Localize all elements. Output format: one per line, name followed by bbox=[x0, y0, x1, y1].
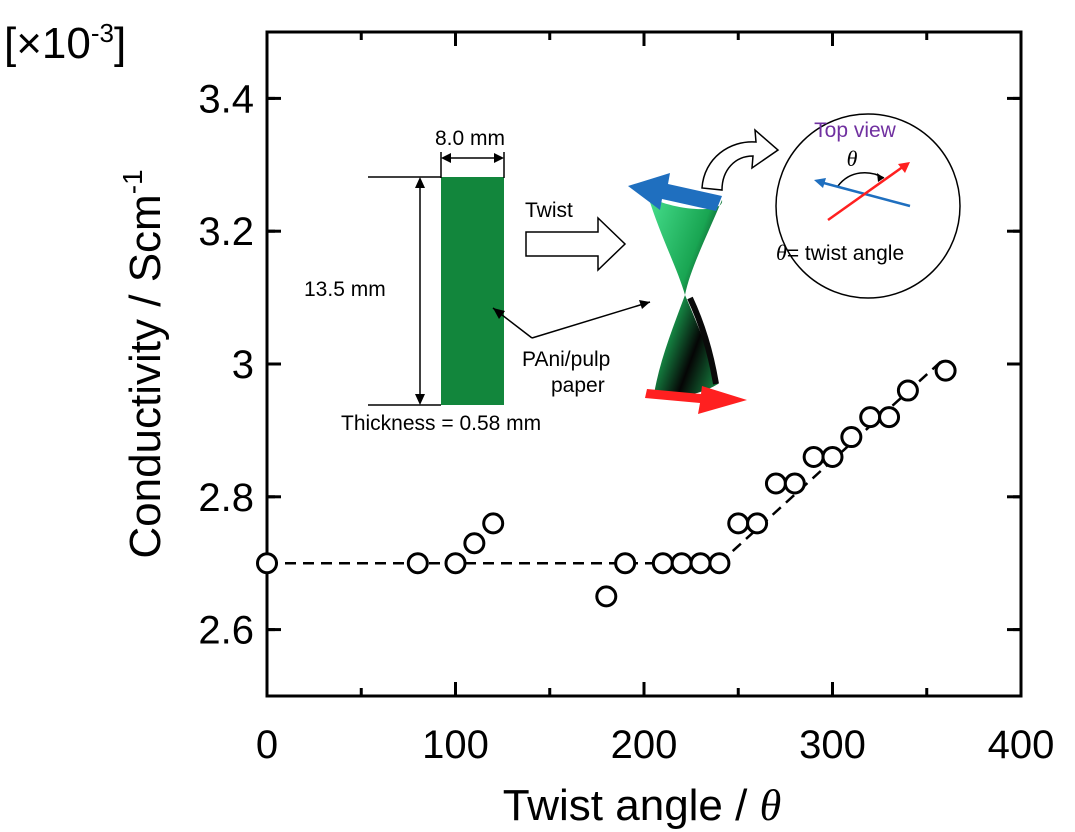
blue-twist-arrow bbox=[628, 173, 722, 211]
data-point bbox=[595, 585, 618, 608]
thickness-label: Thickness = 0.58 mm bbox=[341, 412, 541, 435]
data-point bbox=[614, 552, 637, 575]
twist-label: Twist bbox=[525, 199, 573, 222]
material-label-line1: PAni/pulp bbox=[522, 348, 610, 371]
axis-ticks bbox=[265, 32, 1023, 696]
x-tick-label: 300 bbox=[799, 723, 866, 767]
data-point bbox=[651, 552, 674, 575]
x-tick-label: 100 bbox=[422, 723, 489, 767]
tick-labels: 0 100 200 300 400 2.6 2.8 3 3.2 3.4 bbox=[198, 77, 1054, 767]
data-point bbox=[463, 532, 486, 555]
red-twist-arrow bbox=[645, 386, 747, 414]
data-points bbox=[256, 359, 957, 608]
top-view-theta: θ bbox=[847, 146, 858, 171]
data-point bbox=[859, 406, 882, 429]
data-point bbox=[406, 552, 429, 575]
y-multiplier: [×10-3] bbox=[4, 18, 126, 68]
y-tick-label: 3 bbox=[232, 343, 254, 387]
x-tick-label: 200 bbox=[611, 723, 678, 767]
data-point bbox=[689, 552, 712, 575]
data-point bbox=[802, 445, 825, 468]
twist-angle-definition: θ= twist angle bbox=[776, 240, 904, 265]
y-axis-title: Conductivity / Scm-1 bbox=[117, 169, 170, 558]
twisted-strip bbox=[648, 196, 723, 396]
y-axis-unit-exponent: -1 bbox=[117, 169, 148, 194]
x-axis-title: Twist angle / θ bbox=[503, 781, 781, 830]
data-point bbox=[783, 472, 806, 495]
data-point bbox=[746, 512, 769, 535]
material-label-line2: paper bbox=[551, 374, 605, 397]
data-point bbox=[670, 552, 693, 575]
data-point bbox=[896, 379, 919, 402]
data-point bbox=[727, 512, 750, 535]
y-tick-label: 2.8 bbox=[198, 476, 254, 520]
y-tick-label: 3.2 bbox=[198, 210, 254, 254]
paper-strip bbox=[441, 177, 504, 405]
x-tick-label: 400 bbox=[988, 723, 1055, 767]
top-view-label: Top view bbox=[814, 119, 897, 142]
data-point bbox=[840, 426, 863, 449]
data-point bbox=[821, 445, 844, 468]
x-axis-theta: θ bbox=[760, 781, 782, 830]
data-point bbox=[708, 552, 731, 575]
data-point bbox=[482, 512, 505, 535]
top-view-circle bbox=[775, 113, 961, 299]
data-point bbox=[444, 552, 467, 575]
width-label: 8.0 mm bbox=[435, 127, 505, 150]
fit-lines bbox=[267, 356, 947, 565]
x-tick-label: 0 bbox=[256, 723, 278, 767]
y-tick-label: 3.4 bbox=[198, 77, 254, 121]
red-direction-line bbox=[827, 164, 905, 222]
height-label: 13.5 mm bbox=[304, 278, 386, 301]
view-arrow bbox=[701, 128, 780, 191]
data-point bbox=[934, 359, 957, 382]
data-point bbox=[764, 472, 787, 495]
data-point bbox=[256, 552, 278, 575]
inset-diagram: 8.0 mm 13.5 mm Thickness = 0.58 mm Twist… bbox=[304, 113, 961, 435]
y-tick-label: 2.6 bbox=[198, 609, 254, 653]
data-point bbox=[878, 406, 901, 429]
twist-arrow bbox=[525, 216, 627, 272]
